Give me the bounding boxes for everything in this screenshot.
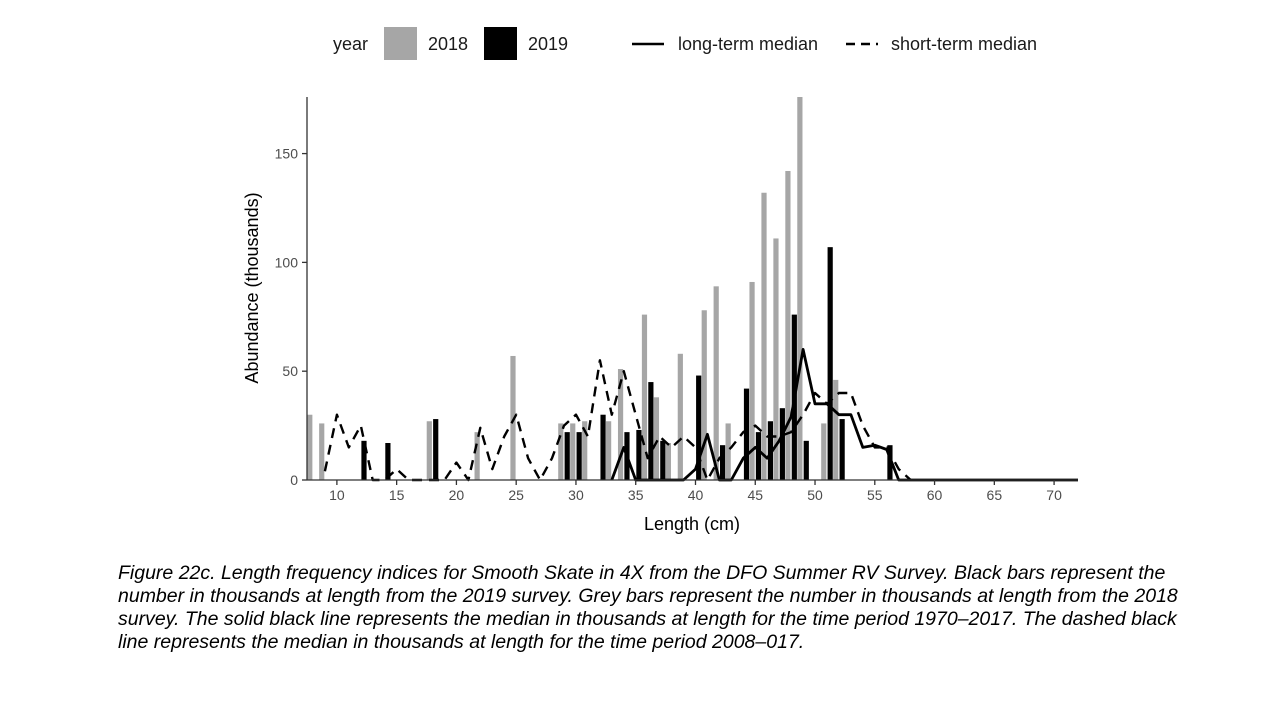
bar-2019 bbox=[887, 445, 893, 480]
bar-2019 bbox=[743, 388, 750, 480]
legend-label-2018: 2018 bbox=[428, 34, 468, 54]
bar-2019 bbox=[648, 382, 654, 480]
legend-label-short-term-median: short-term median bbox=[891, 34, 1037, 54]
x-ticks: 10 15 20 25 30 35 40 45 50 55 60 65 70 bbox=[329, 480, 1062, 503]
legend-label-2019: 2019 bbox=[528, 34, 568, 54]
y-tick-label: 100 bbox=[275, 254, 299, 270]
bar-2019 bbox=[564, 432, 570, 480]
bar-2019 bbox=[779, 408, 785, 480]
bars-2018 bbox=[307, 97, 839, 480]
bar-2018 bbox=[833, 379, 839, 480]
x-tick-label: 45 bbox=[747, 487, 763, 503]
x-tick-label: 65 bbox=[987, 487, 1003, 503]
bar-2019 bbox=[385, 443, 391, 480]
plot-area: 10 15 20 25 30 35 40 45 50 55 60 65 70 0 50 100 150 bbox=[275, 97, 1078, 503]
bar-2019 bbox=[600, 414, 606, 480]
x-tick-label: 20 bbox=[449, 487, 465, 503]
y-tick-label: 0 bbox=[290, 472, 298, 488]
legend-swatch-2019 bbox=[484, 27, 517, 60]
bar-2018 bbox=[617, 369, 624, 480]
bar-2018 bbox=[606, 421, 612, 480]
legend-title: year bbox=[333, 34, 368, 54]
bar-2018 bbox=[665, 443, 671, 480]
y-tick-label: 150 bbox=[275, 146, 299, 162]
bar-2018 bbox=[582, 421, 588, 480]
bar-2018 bbox=[725, 423, 731, 480]
chart: year 2018 2019 long-term median short-te… bbox=[242, 27, 1078, 534]
bar-2018 bbox=[426, 421, 432, 480]
bar-2019 bbox=[755, 432, 762, 480]
x-tick-label: 25 bbox=[508, 487, 524, 503]
bar-2018 bbox=[701, 310, 707, 480]
bar-2018 bbox=[749, 281, 755, 480]
bar-2018 bbox=[510, 355, 516, 480]
y-tick-label: 50 bbox=[282, 363, 298, 379]
x-tick-label: 30 bbox=[568, 487, 584, 503]
bar-2019 bbox=[803, 440, 809, 480]
bar-2019 bbox=[696, 375, 702, 480]
bar-2018 bbox=[797, 97, 803, 480]
figure-caption: Figure 22c. Length frequency indices for… bbox=[118, 562, 1178, 653]
bar-2018 bbox=[761, 192, 767, 480]
bar-2019 bbox=[827, 247, 833, 480]
x-tick-label: 55 bbox=[867, 487, 883, 503]
bar-2019 bbox=[361, 440, 367, 480]
legend-label-long-term-median: long-term median bbox=[678, 34, 818, 54]
bar-2018 bbox=[773, 238, 779, 480]
legend-swatch-2018 bbox=[384, 27, 417, 60]
bar-2018 bbox=[821, 423, 827, 480]
bar-2018 bbox=[785, 170, 791, 480]
x-tick-label: 10 bbox=[329, 487, 345, 503]
x-tick-label: 60 bbox=[927, 487, 943, 503]
bar-2018 bbox=[713, 286, 719, 480]
bar-2019 bbox=[839, 419, 845, 480]
legend: year 2018 2019 long-term median short-te… bbox=[333, 27, 1037, 60]
y-ticks: 0 50 100 150 bbox=[275, 146, 307, 488]
bar-2018 bbox=[677, 353, 683, 480]
bar-2019 bbox=[767, 421, 774, 480]
bar-2019 bbox=[660, 440, 666, 480]
bar-2019 bbox=[433, 419, 439, 480]
x-tick-label: 15 bbox=[389, 487, 405, 503]
bar-2018 bbox=[558, 423, 564, 480]
x-axis-title: Length (cm) bbox=[644, 514, 740, 534]
x-tick-label: 70 bbox=[1046, 487, 1062, 503]
bar-2018 bbox=[307, 414, 313, 480]
bar-2018 bbox=[570, 423, 576, 480]
bar-2018 bbox=[319, 423, 325, 480]
bar-2018 bbox=[653, 397, 660, 480]
bar-2019 bbox=[636, 429, 642, 480]
bars-2019 bbox=[361, 247, 893, 480]
y-axis-title: Abundance (thousands) bbox=[242, 192, 262, 383]
bar-2019 bbox=[576, 432, 582, 480]
bar-2019 bbox=[719, 445, 726, 480]
x-tick-label: 35 bbox=[628, 487, 644, 503]
bar-2018 bbox=[474, 432, 480, 480]
x-tick-label: 40 bbox=[688, 487, 704, 503]
bar-2018 bbox=[641, 314, 648, 480]
x-tick-label: 50 bbox=[807, 487, 823, 503]
